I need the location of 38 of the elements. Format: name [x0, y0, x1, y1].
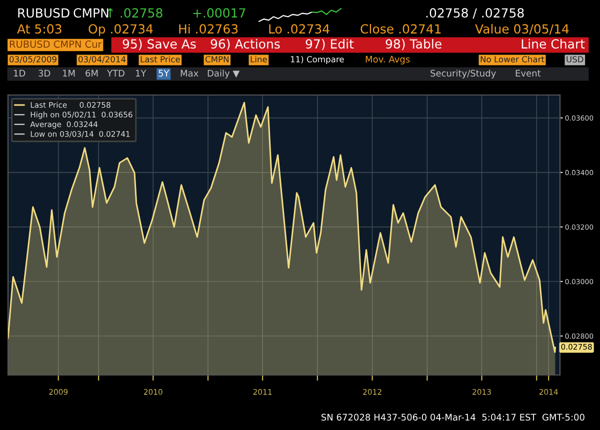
text: 3D [38, 70, 50, 77]
text: CMPN [205, 56, 228, 62]
text: No Lower Chart [480, 56, 544, 62]
text: Daily ▼ [208, 70, 240, 78]
text: 95) Save As [122, 38, 196, 50]
text: Hi .02763 [179, 24, 238, 34]
text: +.00017 [193, 8, 246, 18]
text: 5Y [158, 70, 170, 77]
text: 1D [14, 70, 26, 76]
text: 98) Table [386, 38, 442, 50]
text: Max [180, 70, 198, 77]
text: Mov. Avgs [366, 56, 410, 64]
text: .02758 / .02758 [426, 8, 524, 19]
text: Value 03/05/14 [475, 24, 569, 35]
text: RUBUSD CMPN Cur [10, 40, 102, 48]
text: 97) Edit [306, 38, 354, 50]
text: 96) Actions [210, 38, 280, 50]
text: CMPN [74, 8, 108, 18]
text: 1M [62, 70, 75, 76]
text: SN 672028 H437-506-0 04-Mar-14 5:04:17 EST GMT-5:00 [321, 414, 584, 421]
text: ↑ .02758 [108, 8, 162, 18]
text: 03/05/2009 [10, 56, 56, 64]
text: Last Price [140, 56, 180, 62]
text: RUBUSD [18, 8, 70, 18]
text: YTD [106, 70, 124, 76]
text: 1Y [136, 70, 146, 76]
text: USD [566, 56, 584, 62]
text: 6M [86, 70, 98, 77]
text: Op .02734 [88, 24, 153, 36]
text: Line Chart [522, 38, 585, 49]
text: Line [250, 56, 267, 62]
text: At 5:03 [17, 24, 62, 34]
text: Lo .02734 [269, 24, 330, 34]
text: Event [516, 70, 541, 77]
text: Security/Study [430, 70, 496, 78]
text: 11) Compare [290, 56, 344, 64]
text: 03/04/2014 [78, 56, 126, 64]
text: Close .02741 [360, 24, 441, 34]
